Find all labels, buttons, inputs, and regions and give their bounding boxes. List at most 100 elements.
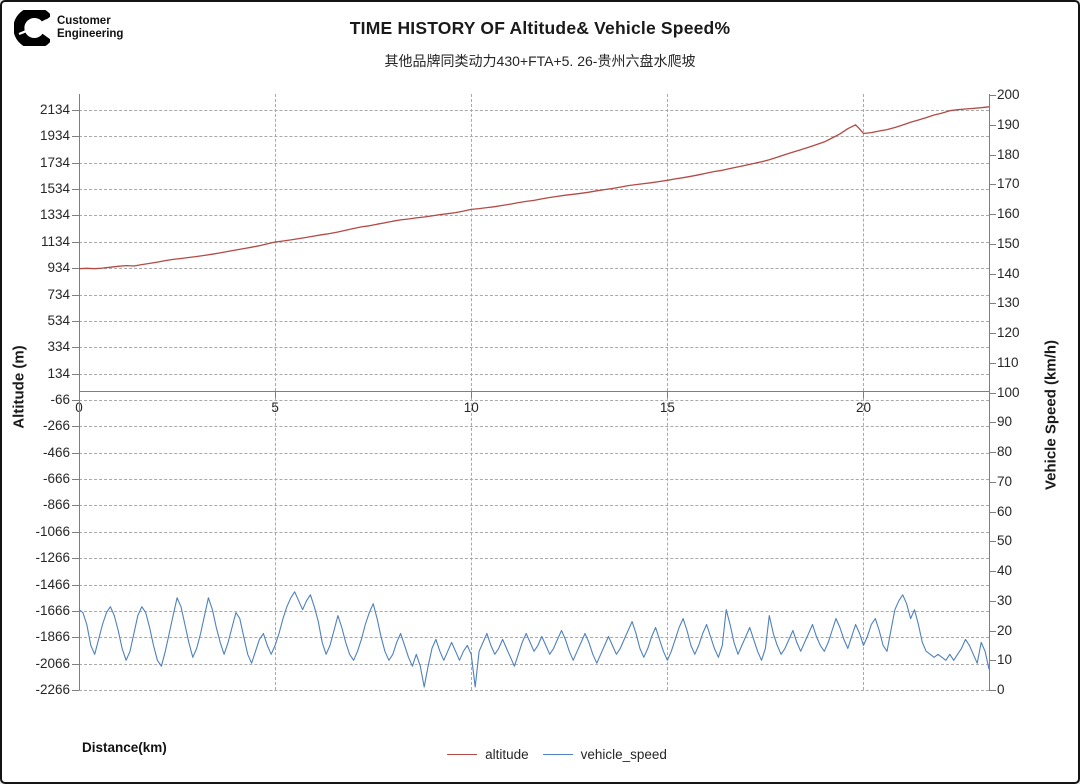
left-axis-tick-label: -2266 [35,682,70,697]
left-axis-tick-label: 934 [47,260,70,276]
cummins-c-icon [14,10,50,46]
right-axis-tick [989,95,996,96]
cummins-logo: Customer Engineering [14,10,123,46]
gridline-horizontal [79,426,989,428]
vehicle-speed-legend-label: vehicle_speed [580,747,667,762]
right-axis-tick-label: 80 [997,444,1013,459]
left-axis-tick-label: 1134 [40,233,70,249]
gridline-horizontal [79,320,989,322]
right-axis-tick-label: 100 [997,384,1020,400]
left-axis-tick [72,215,79,217]
left-axis-tick-label: -1866 [35,629,70,645]
left-axis-tick-label: 1734 [39,154,70,170]
left-axis-tick-label: -1466 [35,576,70,592]
x-axis-title: Distance(km) [82,740,167,755]
x-axis-tick-label: 5 [271,400,279,416]
left-axis-tick-label: -2066 [35,655,70,671]
right-axis-tick [989,660,996,662]
right-axis-tick-label: 70 [997,473,1013,489]
right-axis-tick [989,600,996,602]
left-axis-tick [72,426,79,428]
series-plot [78,106,990,688]
left-axis-tick-label: 1534 [39,181,70,197]
left-axis-tick [72,663,79,665]
gridline-horizontal [79,215,989,217]
left-axis-tick [72,109,79,111]
right-axis-tick-label: 130 [997,295,1020,311]
gridline-horizontal [79,268,989,270]
right-axis-tick [989,690,996,691]
right-axis-tick-label: 0 [997,682,1005,697]
legend-item-altitude: altitude [447,747,529,762]
left-axis-tick [72,189,79,191]
x-axis-tick-label: 20 [855,400,871,416]
x-axis-tick [667,391,669,399]
right-axis-line [989,94,990,690]
left-axis-tick-label: 2134 [39,101,70,117]
gridline-horizontal [79,584,989,586]
right-axis-tick-label: 150 [997,235,1020,251]
right-axis-tick [989,630,996,632]
left-axis-tick [72,399,79,401]
right-axis-tick-label: 50 [997,533,1013,549]
altitude-legend-label: altitude [485,747,529,762]
right-axis-tick-label: 30 [997,592,1013,608]
gridline-horizontal [79,347,989,349]
right-axis-tick-label: 20 [997,622,1013,638]
left-axis-tick-label: -1066 [35,523,70,539]
gridline-horizontal [79,189,989,191]
right-axis-tick-label: 180 [997,146,1020,162]
right-axis-tick [989,273,996,275]
gridline-horizontal [79,136,989,138]
gridline-horizontal [79,294,989,296]
gridline-horizontal [79,690,989,691]
logo-line1: Customer [57,14,111,27]
left-axis-tick [72,584,79,586]
left-axis-tick [72,136,79,138]
right-axis-tick [989,184,996,186]
logo-text: Customer Engineering [57,15,123,41]
left-axis-tick [72,610,79,612]
right-axis-tick-label: 160 [997,206,1020,221]
gridline-horizontal [79,479,989,481]
left-axis-tick [72,558,79,560]
right-axis-tick-label: 110 [997,354,1019,370]
chart-title: TIME HISTORY OF Altitude& Vehicle Speed% [349,18,731,38]
right-axis-tick [989,571,996,572]
left-axis-tick [72,347,79,349]
gridline-horizontal [79,373,989,375]
x-axis-tick-label: 10 [463,400,479,416]
left-axis-tick-label: 734 [47,286,70,302]
left-axis-tick [72,268,79,270]
left-axis-tick [72,479,79,481]
gridline-horizontal [79,241,989,243]
left-axis-tick [72,294,79,296]
left-axis-tick-label: -266 [42,418,70,434]
altitude-line-swatch [447,754,478,755]
right-axis-tick-label: 120 [997,325,1020,340]
x-axis-line [79,391,989,393]
x-axis-tick [275,391,277,399]
gridline-horizontal [79,558,989,560]
gridline-horizontal [79,399,989,401]
left-axis-tick-label: -466 [42,444,70,460]
left-axis-tick-label: 1934 [39,128,70,144]
right-axis-tick-label: 60 [997,503,1013,519]
x-axis-tick-label: 15 [659,400,675,416]
gridline-horizontal [79,162,989,164]
gridline-horizontal [79,505,989,507]
left-axis-tick-label: 534 [47,312,70,328]
right-axis-tick-label: 170 [997,176,1020,192]
left-axis-tick [72,505,79,507]
left-axis-tick-label: 334 [47,339,70,355]
left-axis-tick-label: -666 [42,471,70,487]
x-axis-tick [471,391,473,399]
left-axis-tick-label: -66 [50,391,70,407]
right-axis-tick [989,303,996,305]
right-axis-tick-label: 200 [997,87,1020,102]
right-axis-tick [989,124,996,126]
left-axis-tick [72,162,79,164]
x-axis-tick [863,391,865,399]
